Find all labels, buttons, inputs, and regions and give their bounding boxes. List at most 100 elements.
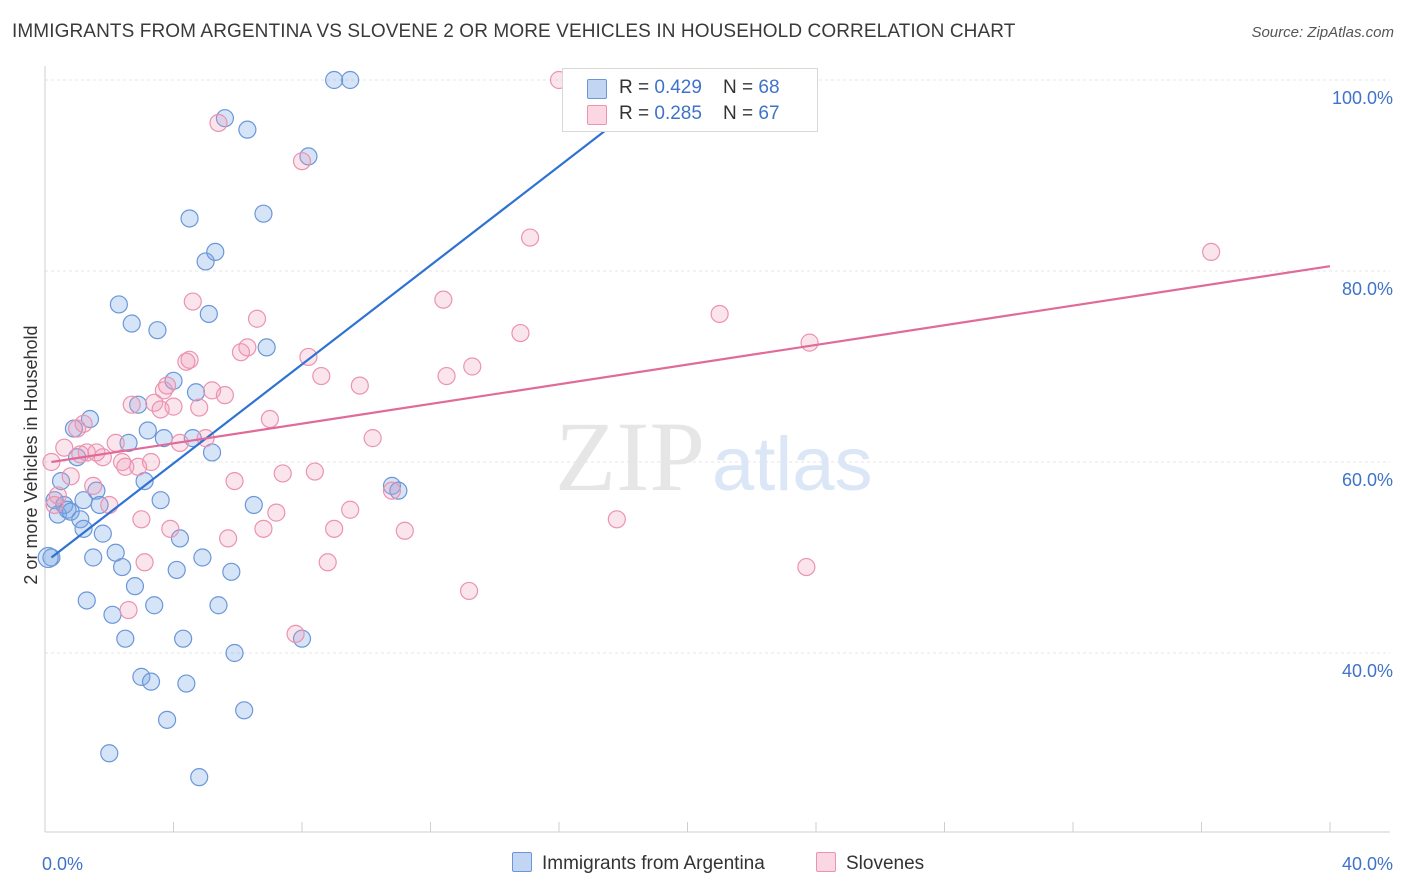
watermark-zip: ZIP	[555, 401, 705, 512]
y-tick-label: 80.0%	[1342, 279, 1393, 299]
point-argentina	[51, 472, 71, 491]
point-slovenes	[254, 519, 273, 538]
point-slovenes	[100, 495, 119, 515]
point-argentina	[190, 768, 209, 787]
point-slovenes	[797, 557, 816, 577]
point-slovenes	[74, 414, 93, 433]
legend-n-value: 68	[758, 77, 780, 98]
point-argentina	[71, 510, 90, 529]
legend-n-label: N =	[723, 77, 759, 98]
point-slovenes	[238, 338, 257, 357]
series-swatch-blue	[512, 852, 532, 872]
zipatlas-watermark: ZIP atlas	[555, 401, 873, 512]
point-slovenes	[55, 438, 74, 457]
point-argentina	[325, 70, 344, 90]
point-argentina	[244, 495, 263, 515]
x-tick-label: 40.0%	[1342, 854, 1393, 874]
point-slovenes	[395, 521, 414, 540]
point-argentina	[170, 529, 190, 548]
point-slovenes	[93, 448, 112, 467]
point-argentina	[119, 433, 138, 452]
point-argentina	[341, 70, 360, 90]
point-argentina	[167, 560, 186, 580]
point-slovenes	[247, 309, 267, 328]
point-argentina	[100, 744, 119, 763]
point-slovenes	[135, 553, 154, 572]
legend-text-slovenes: R = 0.285 N = 67	[619, 103, 780, 125]
point-slovenes	[318, 553, 337, 572]
point-argentina	[180, 209, 199, 228]
point-slovenes	[219, 529, 238, 548]
point-argentina	[77, 591, 96, 610]
point-argentina	[141, 672, 161, 691]
point-slovenes	[1202, 242, 1221, 261]
series-swatch-pink	[816, 852, 836, 872]
point-slovenes	[61, 467, 80, 486]
point-slovenes	[164, 397, 183, 416]
point-slovenes	[312, 366, 331, 386]
point-slovenes	[350, 376, 369, 395]
y-axis-label: 2 or more Vehicles in Household	[21, 325, 41, 584]
point-slovenes	[341, 500, 360, 519]
point-argentina	[116, 629, 135, 648]
point-slovenes	[215, 386, 234, 405]
point-argentina	[254, 204, 273, 223]
points-layer	[37, 70, 1221, 787]
point-slovenes	[45, 495, 64, 515]
point-slovenes	[183, 292, 202, 311]
axis-layer: 40.0% 60.0% 80.0% 100.0% 0.0% 40.0%	[42, 66, 1393, 874]
point-slovenes	[141, 452, 161, 472]
point-argentina	[103, 605, 122, 624]
point-argentina	[61, 502, 80, 521]
point-argentina	[125, 577, 145, 596]
series-name-slovenes: Slovenes	[846, 853, 925, 874]
point-slovenes	[710, 304, 729, 324]
point-argentina	[138, 421, 157, 440]
point-argentina	[145, 596, 164, 615]
trendline-slovenes	[51, 265, 1331, 464]
grid-layer	[45, 79, 1390, 654]
point-slovenes	[363, 429, 382, 448]
legend-n-label: N =	[723, 103, 759, 124]
point-slovenes	[305, 462, 324, 481]
series-name-argentina: Immigrants from Argentina	[542, 853, 765, 874]
point-slovenes	[180, 350, 199, 369]
point-argentina	[122, 314, 141, 333]
legend-n-value: 67	[758, 103, 780, 124]
point-argentina	[196, 252, 215, 271]
y-tick-label: 60.0%	[1342, 470, 1393, 490]
point-slovenes	[119, 600, 138, 620]
point-slovenes	[292, 152, 312, 171]
legend-swatch-blue	[587, 79, 607, 99]
chart-title: IMMIGRANTS FROM ARGENTINA VS SLOVENE 2 O…	[12, 21, 1016, 42]
series-legend-argentina: Immigrants from Argentina	[512, 852, 765, 875]
point-slovenes	[437, 366, 456, 386]
point-slovenes	[157, 376, 177, 395]
point-slovenes	[84, 476, 103, 495]
point-argentina	[37, 546, 59, 569]
series-legend-slovenes: Slovenes	[816, 852, 924, 875]
point-slovenes	[116, 457, 135, 476]
point-slovenes	[520, 228, 540, 247]
point-slovenes	[225, 472, 244, 491]
point-argentina	[174, 629, 193, 648]
point-argentina	[151, 491, 170, 510]
point-argentina	[112, 557, 132, 577]
point-argentina	[74, 519, 93, 538]
watermark-atlas: atlas	[712, 422, 873, 507]
point-slovenes	[273, 464, 292, 483]
point-slovenes	[209, 113, 228, 133]
point-argentina	[257, 338, 276, 357]
point-argentina	[177, 674, 196, 693]
point-argentina	[148, 321, 167, 340]
stats-legend: R = 0.429 N = 68 R = 0.285 N = 67	[562, 68, 818, 132]
point-slovenes	[106, 433, 125, 452]
legend-text-argentina: R = 0.429 N = 68	[619, 77, 780, 99]
trendline-argentina	[50, 76, 676, 559]
point-slovenes	[48, 486, 67, 505]
point-slovenes	[800, 333, 819, 352]
point-argentina	[389, 481, 408, 500]
legend-r-value: 0.429	[654, 77, 702, 98]
point-slovenes	[382, 481, 402, 500]
